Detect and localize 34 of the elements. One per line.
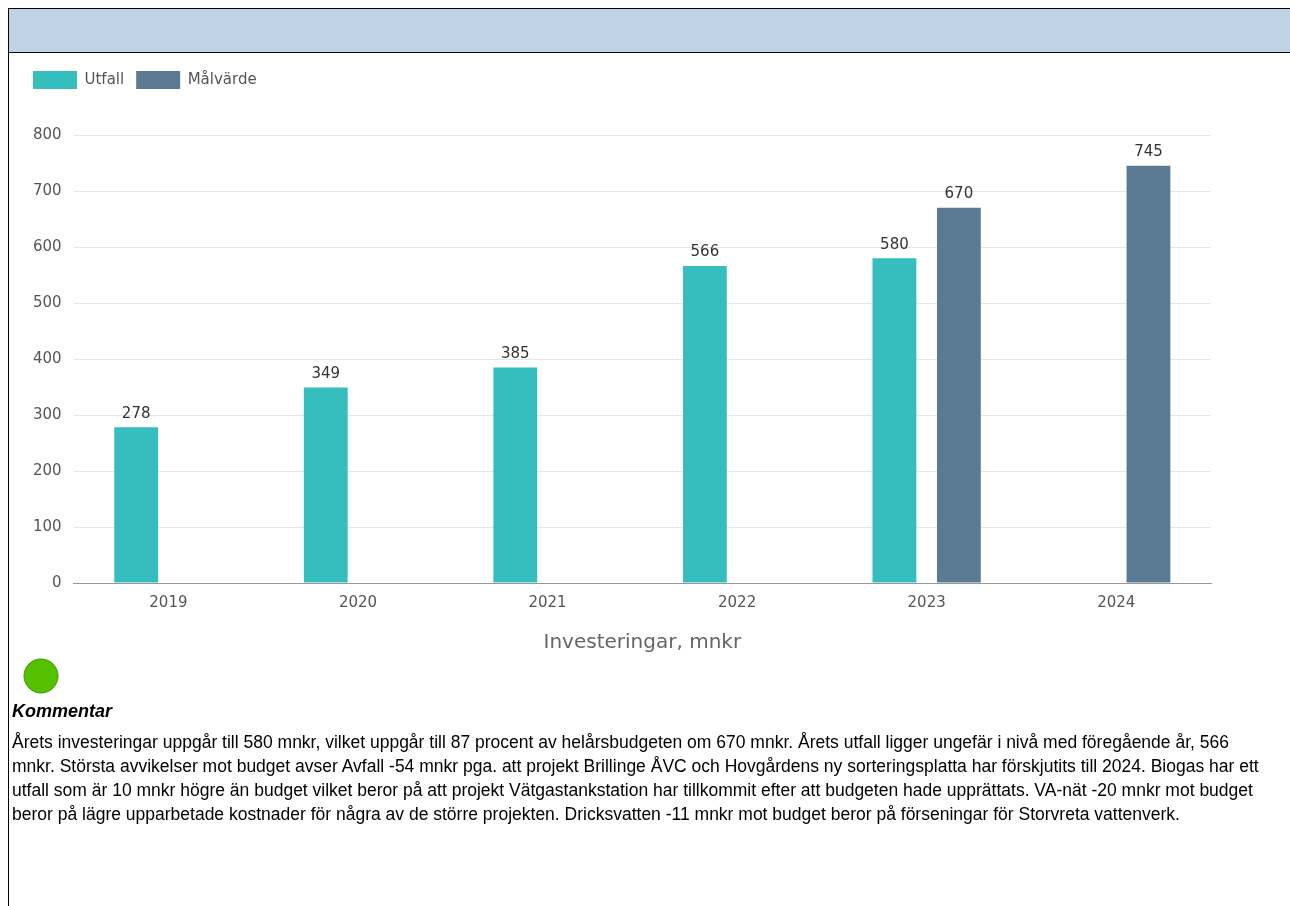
text: Kommentar bbox=[12, 701, 114, 722]
bar bbox=[872, 258, 917, 583]
bar bbox=[493, 367, 538, 583]
text: Årets investeringar uppgår till 580 mnkr, vilket uppgår till 87 procent av helårsbudgeten om 670 mnkr. Årets utfall ligger ungefär i nivå med föregående år, 566 mnkr. Största avvikelser mot budget avser Avfall -54 mnkr pga. att projekt Brillinge ÅVC och Hovgårdens ny sorteringsplatta har förskjutits till 2024. Biogas har ett utfall som är 10 mnkr högre än budget vilket beror på att projekt Vätgastankstation har tillkommit efter att budgeten hade upprättats. VA-nät -20 mnkr mot budget beror på lägre upparbetade kostnader för några av de större projekten. Dricksvatten -11 mnkr mot budget beror på förseningar för Storvreta vattenverk. bbox=[12, 731, 1260, 826]
x-tick-label: 2019 bbox=[149, 592, 188, 611]
x-tick-label: 2020 bbox=[338, 592, 378, 611]
y-tick-label: 300 bbox=[32, 404, 62, 423]
y-tick-label: 0 bbox=[52, 572, 62, 591]
data-label: 385 bbox=[500, 343, 530, 362]
data-label: 349 bbox=[311, 363, 341, 382]
y-tick-label: 700 bbox=[32, 180, 62, 199]
data-label: 278 bbox=[121, 403, 151, 422]
x-tick-label: 2022 bbox=[718, 592, 757, 611]
y-tick-label: 600 bbox=[32, 236, 62, 255]
legend-label: Utfall bbox=[84, 69, 125, 88]
data-label: 745 bbox=[1134, 142, 1163, 161]
bar bbox=[114, 427, 159, 583]
bar bbox=[303, 387, 348, 583]
x-tick-label: 2021 bbox=[528, 592, 567, 611]
data-label: 670 bbox=[944, 184, 974, 203]
y-tick-label: 400 bbox=[32, 348, 62, 367]
y-tick-label: 500 bbox=[32, 292, 62, 311]
bar bbox=[936, 207, 981, 583]
legend-label: Målvärde bbox=[187, 69, 257, 88]
data-label: 566 bbox=[690, 242, 720, 261]
y-tick-label: 800 bbox=[32, 124, 62, 143]
y-tick-label: 200 bbox=[32, 460, 62, 479]
y-tick-label: 100 bbox=[32, 516, 62, 535]
bar bbox=[1126, 165, 1171, 583]
data-label: 580 bbox=[880, 234, 909, 253]
x-axis-title: Investeringar, mnkr bbox=[543, 629, 742, 654]
x-tick-label: 2024 bbox=[1097, 592, 1136, 611]
x-tick-label: 2023 bbox=[907, 592, 946, 611]
bar bbox=[682, 266, 727, 583]
